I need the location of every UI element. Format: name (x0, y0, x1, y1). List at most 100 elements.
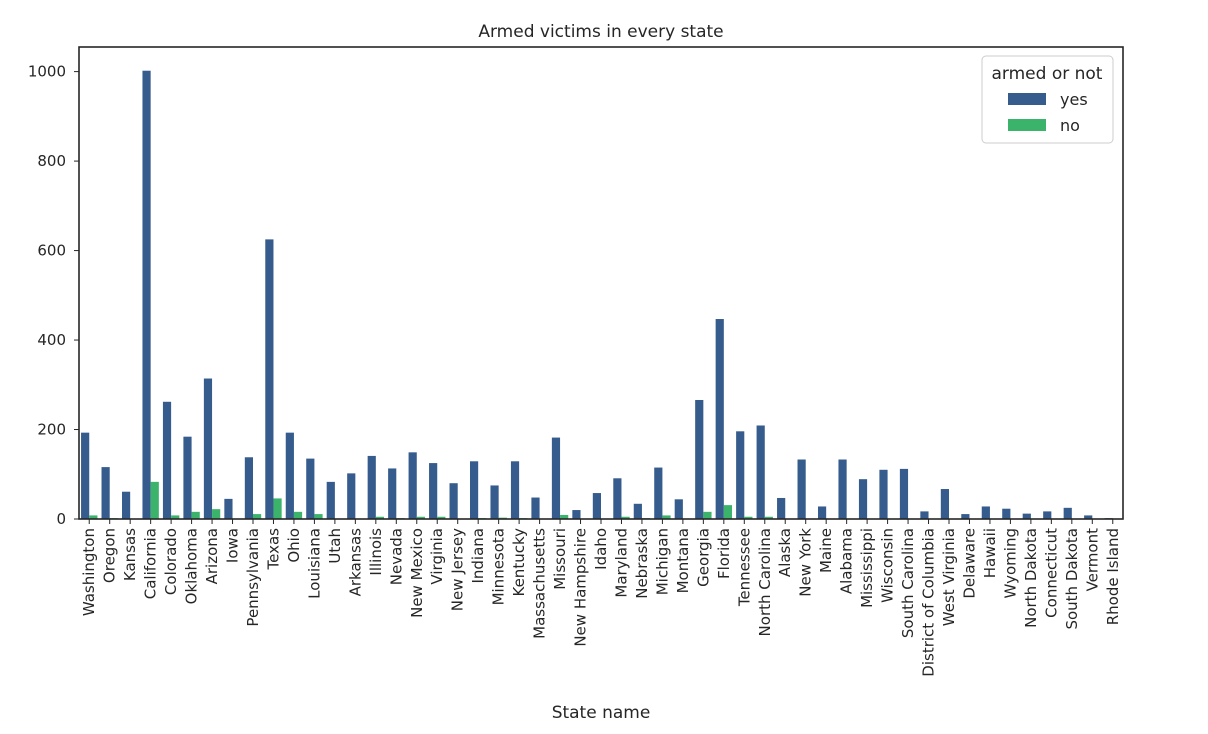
bar-yes-tennessee (736, 431, 745, 519)
y-tick-label: 600 (37, 242, 66, 260)
bar-no-arizona (212, 509, 221, 519)
x-tick-label-arkansas: Arkansas (346, 528, 364, 597)
bar-yes-new-hampshire (572, 510, 581, 519)
x-tick-label-kentucky: Kentucky (510, 528, 528, 597)
bar-yes-colorado (162, 401, 172, 519)
x-tick-label-district-of-columbia: District of Columbia (920, 528, 938, 677)
bar-yes-south-dakota (1063, 507, 1072, 519)
x-tick-label-nevada: Nevada (387, 528, 405, 585)
bar-yes-vermont (1084, 515, 1093, 519)
legend-swatch-no (1008, 119, 1046, 131)
x-tick-label-texas: Texas (264, 528, 282, 571)
bar-yes-louisiana (306, 458, 315, 519)
bar-yes-west-virginia (940, 489, 949, 519)
x-tick-label-tennessee: Tennessee (735, 528, 753, 607)
bar-no-louisiana (314, 514, 323, 519)
legend-label-no: no (1060, 116, 1080, 135)
x-tick-label-idaho: Idaho (592, 528, 610, 570)
bar-yes-montana (674, 499, 683, 519)
bar-no-illinois (375, 516, 385, 519)
x-tick-label-ohio: Ohio (285, 528, 303, 563)
x-tick-label-new-jersey: New Jersey (449, 528, 467, 611)
x-tick-label-arizona: Arizona (203, 528, 221, 584)
bar-no-north-carolina (764, 516, 773, 519)
x-tick-label-washington: Washington (80, 528, 98, 616)
bar-yes-oklahoma (183, 436, 192, 519)
bar-no-maryland (621, 516, 630, 519)
bar-yes-idaho (592, 493, 601, 519)
x-tick-label-california: California (142, 528, 160, 599)
bar-yes-north-carolina (756, 425, 765, 519)
bar-yes-massachusetts (531, 497, 540, 519)
x-tick-label-delaware: Delaware (960, 528, 978, 599)
x-tick-label-missouri: Missouri (551, 528, 569, 590)
x-tick-label-new-mexico: New Mexico (408, 528, 426, 618)
x-tick-label-louisiana: Louisiana (305, 528, 323, 599)
y-tick-label: 1000 (28, 63, 66, 81)
x-tick-label-south-carolina: South Carolina (899, 528, 917, 638)
bar-no-washington (89, 515, 98, 519)
x-tick-label-alabama: Alabama (838, 528, 856, 594)
bars-group (81, 70, 1121, 520)
bar-yes-delaware (961, 514, 970, 519)
bar-yes-california (142, 70, 151, 520)
x-axis-label: State name (552, 703, 651, 723)
bar-yes-maryland (613, 478, 622, 519)
x-tick-label-nebraska: Nebraska (633, 528, 651, 599)
x-tick-label-rhode-island: Rhode Island (1104, 528, 1122, 625)
chart-title: Armed victims in every state (478, 22, 723, 42)
bar-yes-michigan (654, 467, 663, 519)
x-tick-label-connecticut: Connecticut (1042, 528, 1060, 618)
x-tick-label-maine: Maine (817, 528, 835, 573)
x-tick-label-iowa: Iowa (224, 528, 242, 563)
x-tick-label-massachusetts: Massachusetts (531, 528, 549, 639)
bar-yes-new-mexico (408, 452, 417, 519)
bar-yes-arizona (203, 378, 213, 519)
y-tick-label: 800 (37, 152, 66, 170)
bar-yes-utah (326, 481, 335, 519)
bar-no-florida (723, 505, 733, 519)
bar-yes-new-york (797, 459, 806, 519)
bar-no-michigan (662, 515, 671, 519)
bar-yes-alabama (838, 459, 847, 519)
bar-no-colorado (171, 515, 180, 519)
x-tick-label-indiana: Indiana (469, 528, 487, 584)
bar-no-new-mexico (416, 516, 425, 519)
y-tick-label: 200 (37, 421, 66, 439)
bar-no-virginia (437, 516, 446, 519)
x-tick-label-virginia: Virginia (428, 528, 446, 585)
x-tick-label-vermont: Vermont (1083, 528, 1101, 592)
bar-yes-minnesota (490, 485, 499, 519)
bar-yes-texas (265, 239, 274, 519)
x-tick-label-michigan: Michigan (653, 528, 671, 595)
bar-no-georgia (703, 511, 712, 519)
bar-no-ohio (293, 511, 303, 519)
bar-yes-arkansas (347, 473, 356, 519)
bar-yes-georgia (695, 399, 704, 519)
legend: armed or not yes no (981, 55, 1114, 144)
y-tick-label: 400 (37, 331, 66, 349)
bar-yes-illinois (367, 455, 376, 519)
x-tick-label-north-carolina: North Carolina (756, 528, 774, 636)
bar-yes-hawaii (981, 506, 990, 519)
x-tick-label-florida: Florida (715, 528, 733, 579)
bar-yes-mississippi (858, 479, 868, 519)
plot-frame (78, 46, 1124, 520)
bar-no-tennessee (744, 516, 753, 519)
bar-yes-south-carolina (899, 468, 909, 519)
bar-yes-new-jersey (449, 483, 458, 519)
x-tick-label-oklahoma: Oklahoma (183, 528, 201, 604)
bar-yes-connecticut (1043, 511, 1052, 519)
bar-yes-florida (715, 319, 724, 519)
bar-yes-oregon (101, 467, 110, 519)
bar-yes-alaska (777, 497, 786, 519)
x-tick-label-new-york: New York (797, 528, 815, 597)
legend-swatch-yes (1008, 93, 1046, 105)
x-tick-label-north-dakota: North Dakota (1022, 528, 1040, 628)
bar-yes-nebraska (633, 503, 642, 519)
x-tick-label-minnesota: Minnesota (490, 528, 508, 605)
x-tick-label-wisconsin: Wisconsin (879, 528, 897, 603)
x-tick-label-kansas: Kansas (121, 528, 139, 581)
bar-yes-ohio (285, 432, 294, 519)
